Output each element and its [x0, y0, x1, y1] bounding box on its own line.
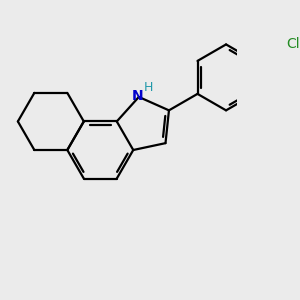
- Text: N: N: [132, 89, 143, 103]
- Text: Cl: Cl: [287, 38, 300, 51]
- Text: H: H: [144, 81, 153, 94]
